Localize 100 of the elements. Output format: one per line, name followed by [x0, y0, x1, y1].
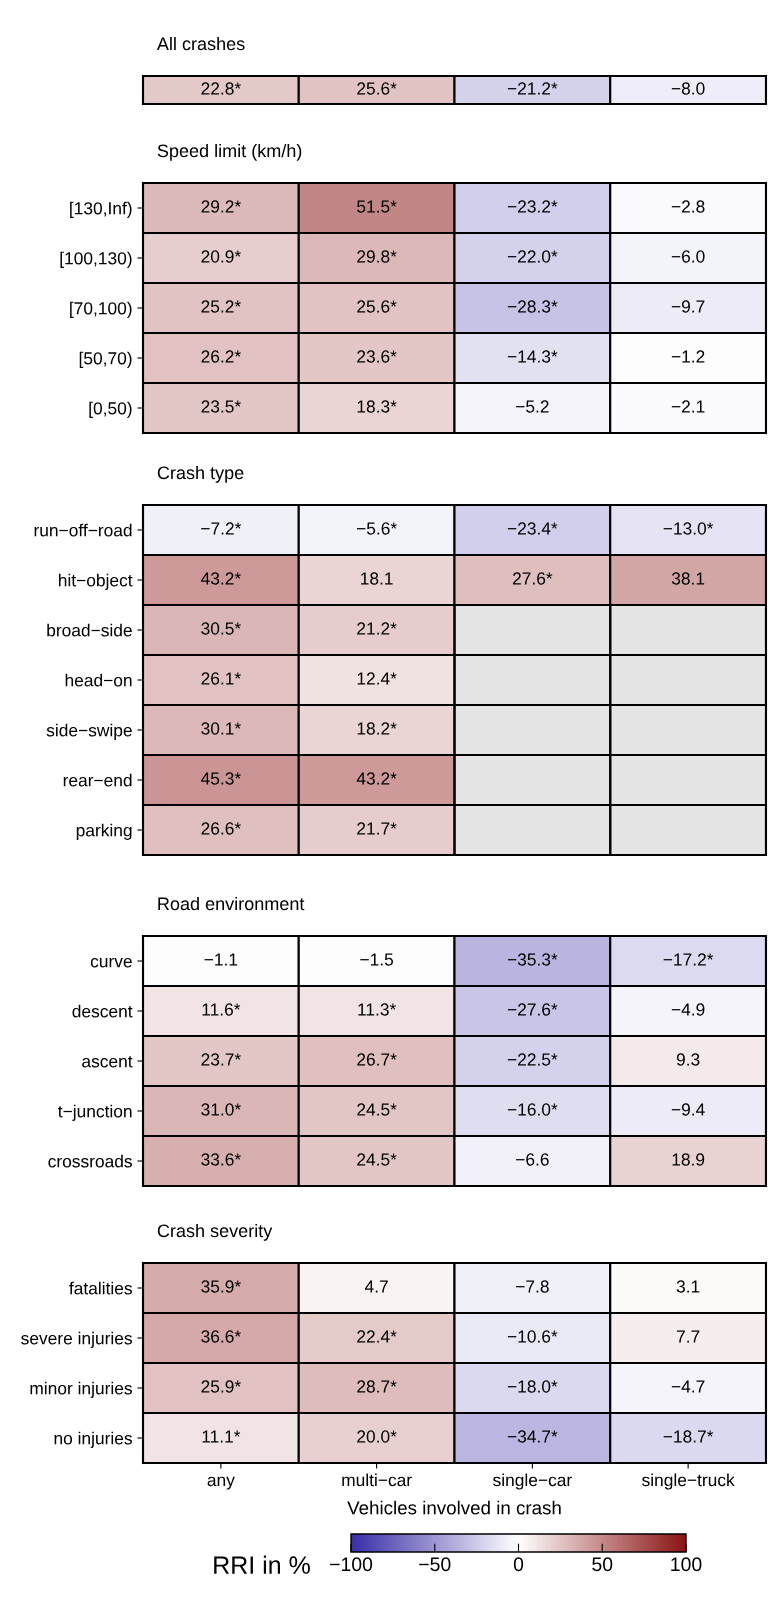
- data-label: −18.7*: [663, 1430, 714, 1443]
- data-label: 28.7*: [357, 1380, 397, 1393]
- y-tick-label: severe injuries: [21, 1331, 132, 1348]
- data-label: 27.6*: [512, 572, 553, 585]
- data-label: −14.3*: [507, 350, 558, 363]
- data-label: −22.5*: [507, 1053, 558, 1066]
- y-tick-label: t−junction: [58, 1104, 132, 1121]
- data-label: −4.7: [671, 1380, 705, 1393]
- data-label: 4.7: [364, 1280, 388, 1293]
- chart-title: Crash type: [157, 465, 244, 483]
- data-label: −2.1: [671, 400, 705, 413]
- data-label: 24.5*: [357, 1153, 397, 1166]
- chart-title: Road environment: [158, 896, 305, 911]
- data-label: −10.6*: [507, 1330, 558, 1343]
- data-label: −35.3*: [507, 953, 558, 966]
- data-label: −6.6: [516, 1153, 549, 1166]
- data-label: 12.4*: [357, 672, 397, 685]
- data-label: 11.3*: [358, 1003, 396, 1016]
- data-label: −5.2: [516, 400, 549, 413]
- data-label: 36.6*: [201, 1330, 241, 1343]
- data-label: 21.7*: [357, 822, 397, 835]
- data-label: 26.7*: [357, 1053, 397, 1066]
- y-tick-label: minor injuries: [30, 1381, 132, 1398]
- data-label: 18.2*: [357, 722, 397, 735]
- data-label: −5.6*: [356, 522, 397, 535]
- x-tick-label: multi−car: [342, 1473, 412, 1487]
- data-label: 25.6*: [357, 300, 397, 313]
- data-label: 22.4*: [357, 1330, 397, 1343]
- data-label: 31.0*: [201, 1103, 241, 1116]
- data-label: 25.9*: [201, 1380, 241, 1393]
- data-label: −17.2*: [663, 953, 714, 966]
- color-bar-title: RRI in %: [214, 1555, 310, 1574]
- data-label: 23.6*: [357, 350, 397, 363]
- y-tick-label: [130,Inf): [70, 201, 132, 218]
- data-label: 33.6*: [201, 1153, 241, 1166]
- data-label: 23.5*: [201, 400, 241, 413]
- y-tick-label: [70,100): [70, 301, 132, 318]
- data-label: −28.3*: [507, 300, 558, 313]
- data-label: 18.9: [672, 1153, 705, 1166]
- data-label: −16.0*: [507, 1103, 558, 1116]
- color-bar-label: −50: [419, 1557, 451, 1572]
- y-tick-label: parking: [76, 823, 132, 840]
- data-label: −21.2*: [507, 82, 558, 95]
- data-label: 43.2*: [356, 772, 397, 785]
- color-bar-label: −100: [330, 1557, 373, 1572]
- data-label: 25.2*: [201, 300, 241, 313]
- x-tick-label: single−car: [493, 1473, 572, 1490]
- data-label: −1.1: [204, 953, 238, 966]
- data-label: −1.2: [671, 350, 705, 363]
- chart-title: All crashes: [156, 36, 245, 51]
- data-label: 20.0*: [357, 1430, 397, 1443]
- y-tick-label: [50,70): [79, 351, 132, 368]
- chart-title: Speed limit (km/h): [157, 143, 302, 161]
- data-label: 29.8*: [357, 250, 397, 263]
- data-label: −7.2*: [201, 522, 242, 535]
- data-label: −9.4: [671, 1103, 705, 1116]
- y-tick-label: ascent: [82, 1056, 133, 1068]
- y-tick-label: head−on: [65, 673, 132, 687]
- y-tick-label: curve: [90, 957, 132, 968]
- data-label: −9.7: [671, 300, 705, 313]
- data-label: 18.1: [361, 572, 393, 585]
- data-label: 23.7*: [201, 1053, 241, 1066]
- y-tick-label: broad−side: [47, 623, 132, 637]
- data-label: −23.4*: [507, 522, 558, 535]
- data-label: 11.1*: [202, 1430, 241, 1443]
- y-tick-label: rear−end: [63, 773, 132, 787]
- chart-title: Crash severity: [157, 1223, 273, 1241]
- data-label: 3.1: [676, 1280, 700, 1293]
- y-tick-label: side−swipe: [46, 723, 132, 740]
- data-label: 26.1*: [201, 672, 241, 685]
- data-label: 20.9*: [201, 250, 241, 263]
- y-tick-label: hit−object: [58, 573, 133, 590]
- color-bar-label: 0: [513, 1557, 524, 1572]
- data-label: 30.5*: [201, 622, 241, 635]
- color-bar-label: 100: [671, 1557, 702, 1572]
- x-axis-title: Vehicles involved in crash: [347, 1500, 561, 1515]
- data-label: −27.6*: [507, 1003, 558, 1016]
- data-label: 21.2*: [357, 622, 397, 635]
- data-label: −23.2*: [507, 200, 558, 213]
- data-label: 25.6*: [357, 82, 397, 95]
- y-tick-label: run−off−road: [34, 523, 132, 537]
- data-label: −22.0*: [507, 250, 558, 263]
- data-label: 30.1*: [201, 722, 241, 735]
- y-tick-label: [100,130): [60, 251, 132, 268]
- data-label: 26.2*: [201, 350, 241, 363]
- data-label: 43.2*: [201, 572, 241, 585]
- data-label: −1.5: [360, 953, 394, 966]
- data-label: 35.9*: [201, 1280, 241, 1293]
- data-label: −7.8: [516, 1280, 549, 1293]
- data-label: 29.2*: [201, 200, 241, 213]
- y-tick-label: descent: [72, 1004, 133, 1018]
- data-label: 22.8*: [201, 82, 241, 95]
- data-label: 51.5*: [357, 200, 397, 213]
- data-label: 26.6*: [201, 822, 241, 835]
- y-tick-label: no injuries: [54, 1431, 132, 1448]
- data-label: 11.6*: [202, 1003, 241, 1016]
- data-label: −4.9: [671, 1003, 705, 1016]
- y-tick-label: fatalities: [69, 1281, 132, 1295]
- data-label: 24.5*: [357, 1103, 397, 1116]
- data-label: 18.3*: [357, 400, 397, 413]
